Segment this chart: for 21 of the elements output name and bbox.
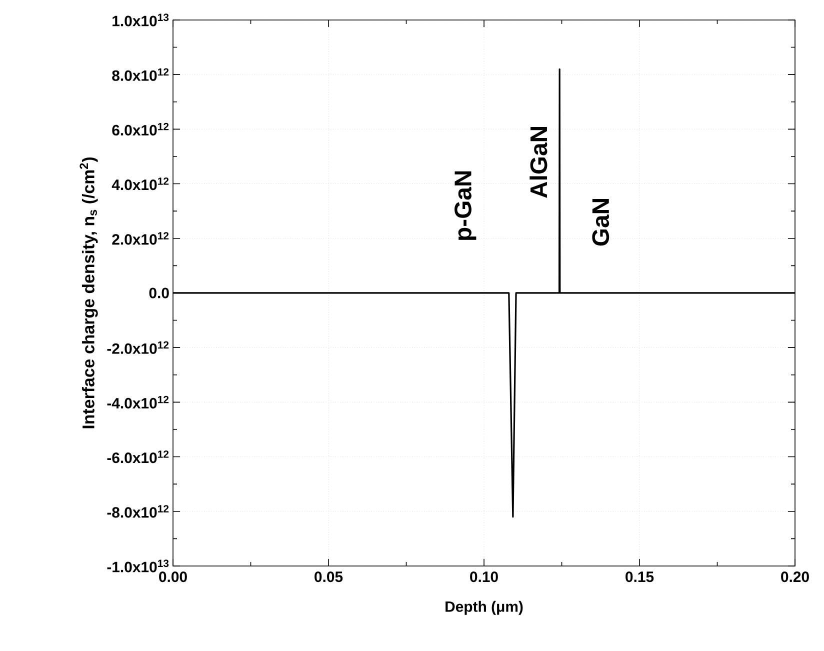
- y-tick-label: 4.0x10$^{12}$: [112, 177, 169, 190]
- x-axis-title: Depth (μm): [446, 600, 523, 615]
- y-tick-label: -4.0x10$^{12}$: [107, 396, 169, 409]
- x-tick-label: 0.10: [470, 572, 498, 582]
- y-tick-label: 2.0x10$^{12}$: [112, 232, 169, 245]
- y-tick-label: -2.0x10$^{12}$: [107, 341, 169, 354]
- y-tick-label: 8.0x10$^{12}$: [112, 68, 169, 81]
- y-tick-label: 1.0x10$^{13}$: [112, 14, 169, 26]
- x-tick-label: 0.00: [159, 572, 187, 582]
- annotation: GaN: [592, 199, 610, 246]
- x-tick-label: 0.15: [626, 572, 654, 582]
- y-tick-label: 0.0: [149, 288, 169, 298]
- x-tick-label: 0.05: [314, 572, 343, 582]
- annotation: AlGaN: [530, 127, 548, 198]
- y-axis-title: Interface charge density, n$_{s}$ (/cm$^{2}$): [80, 157, 98, 428]
- annotation: p-GaN: [454, 171, 476, 240]
- y-tick-label: -1.0x10$^{13}$: [107, 560, 169, 572]
- y-tick-label: -6.0x10$^{12}$: [107, 450, 169, 464]
- y-tick-label: 6.0x10$^{12}$: [112, 122, 169, 136]
- y-tick-label: -8.0x10$^{12}$: [107, 505, 169, 518]
- x-tick-label: 0.20: [781, 572, 809, 582]
